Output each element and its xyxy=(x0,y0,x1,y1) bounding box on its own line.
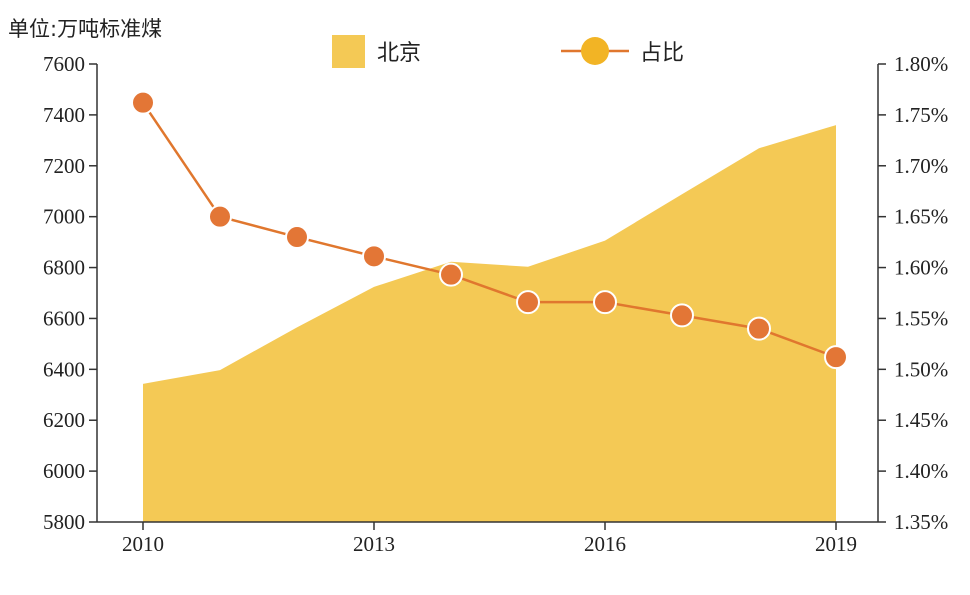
area-series-layer xyxy=(143,125,836,523)
x-tick-label: 2013 xyxy=(353,532,395,556)
line-point-marker xyxy=(593,290,617,315)
line-point-marker xyxy=(747,316,771,341)
right-tick-label: 1.70% xyxy=(894,154,948,178)
line-point-marker xyxy=(670,303,694,328)
line-series-layer xyxy=(131,90,848,370)
unit-label: 单位:万吨标准煤 xyxy=(8,17,162,41)
line-series-share xyxy=(141,101,837,359)
legend: 北京 占比 xyxy=(332,35,684,68)
left-tick-label: 6600 xyxy=(43,306,85,330)
line-point-marker xyxy=(439,262,463,287)
left-tick-label: 6800 xyxy=(43,256,85,280)
x-tick-label: 2016 xyxy=(584,532,626,556)
left-tick-label: 6000 xyxy=(43,459,85,483)
right-axis-ticks: 1.35% 1.40% 1.45% 1.50% 1.55% 1.60% 1.65% 1.70%… xyxy=(878,52,948,534)
line-point-marker xyxy=(208,204,232,229)
x-tick-label: 2010 xyxy=(122,532,164,556)
left-axis-ticks: 5800 6000 6200 6400 6600 6800 7000 7200 7400 7600 xyxy=(43,52,97,534)
left-tick-label: 6400 xyxy=(43,357,85,381)
axes-layer xyxy=(96,64,879,523)
right-tick-label: 1.80% xyxy=(894,52,948,76)
x-tick-label: 2019 xyxy=(815,532,857,556)
legend-line-label: 占比 xyxy=(640,41,684,66)
line-point-marker xyxy=(362,244,386,269)
legend-area-label: 北京 xyxy=(377,41,421,66)
right-tick-label: 1.35% xyxy=(894,510,948,534)
right-tick-label: 1.45% xyxy=(894,408,948,432)
line-point-marker xyxy=(516,290,540,315)
left-tick-label: 7600 xyxy=(43,52,85,76)
right-tick-label: 1.60% xyxy=(894,256,948,280)
right-tick-label: 1.40% xyxy=(894,459,948,483)
right-tick-label: 1.75% xyxy=(894,103,948,127)
left-tick-label: 7200 xyxy=(43,154,85,178)
right-tick-label: 1.55% xyxy=(894,306,948,330)
left-tick-label: 7000 xyxy=(43,205,85,229)
legend-line-marker xyxy=(581,37,609,65)
line-point-marker xyxy=(131,90,155,115)
line-point-marker xyxy=(824,345,848,370)
left-tick-label: 6200 xyxy=(43,408,85,432)
left-tick-label: 7400 xyxy=(43,103,85,127)
left-tick-label: 5800 xyxy=(43,510,85,534)
right-tick-label: 1.65% xyxy=(894,205,948,229)
line-point-marker xyxy=(285,225,309,250)
x-axis-ticks: 2010 2013 2016 2019 xyxy=(122,522,857,556)
area-series-beijing xyxy=(143,125,836,523)
right-tick-label: 1.50% xyxy=(894,357,948,381)
legend-area-swatch xyxy=(332,35,365,68)
